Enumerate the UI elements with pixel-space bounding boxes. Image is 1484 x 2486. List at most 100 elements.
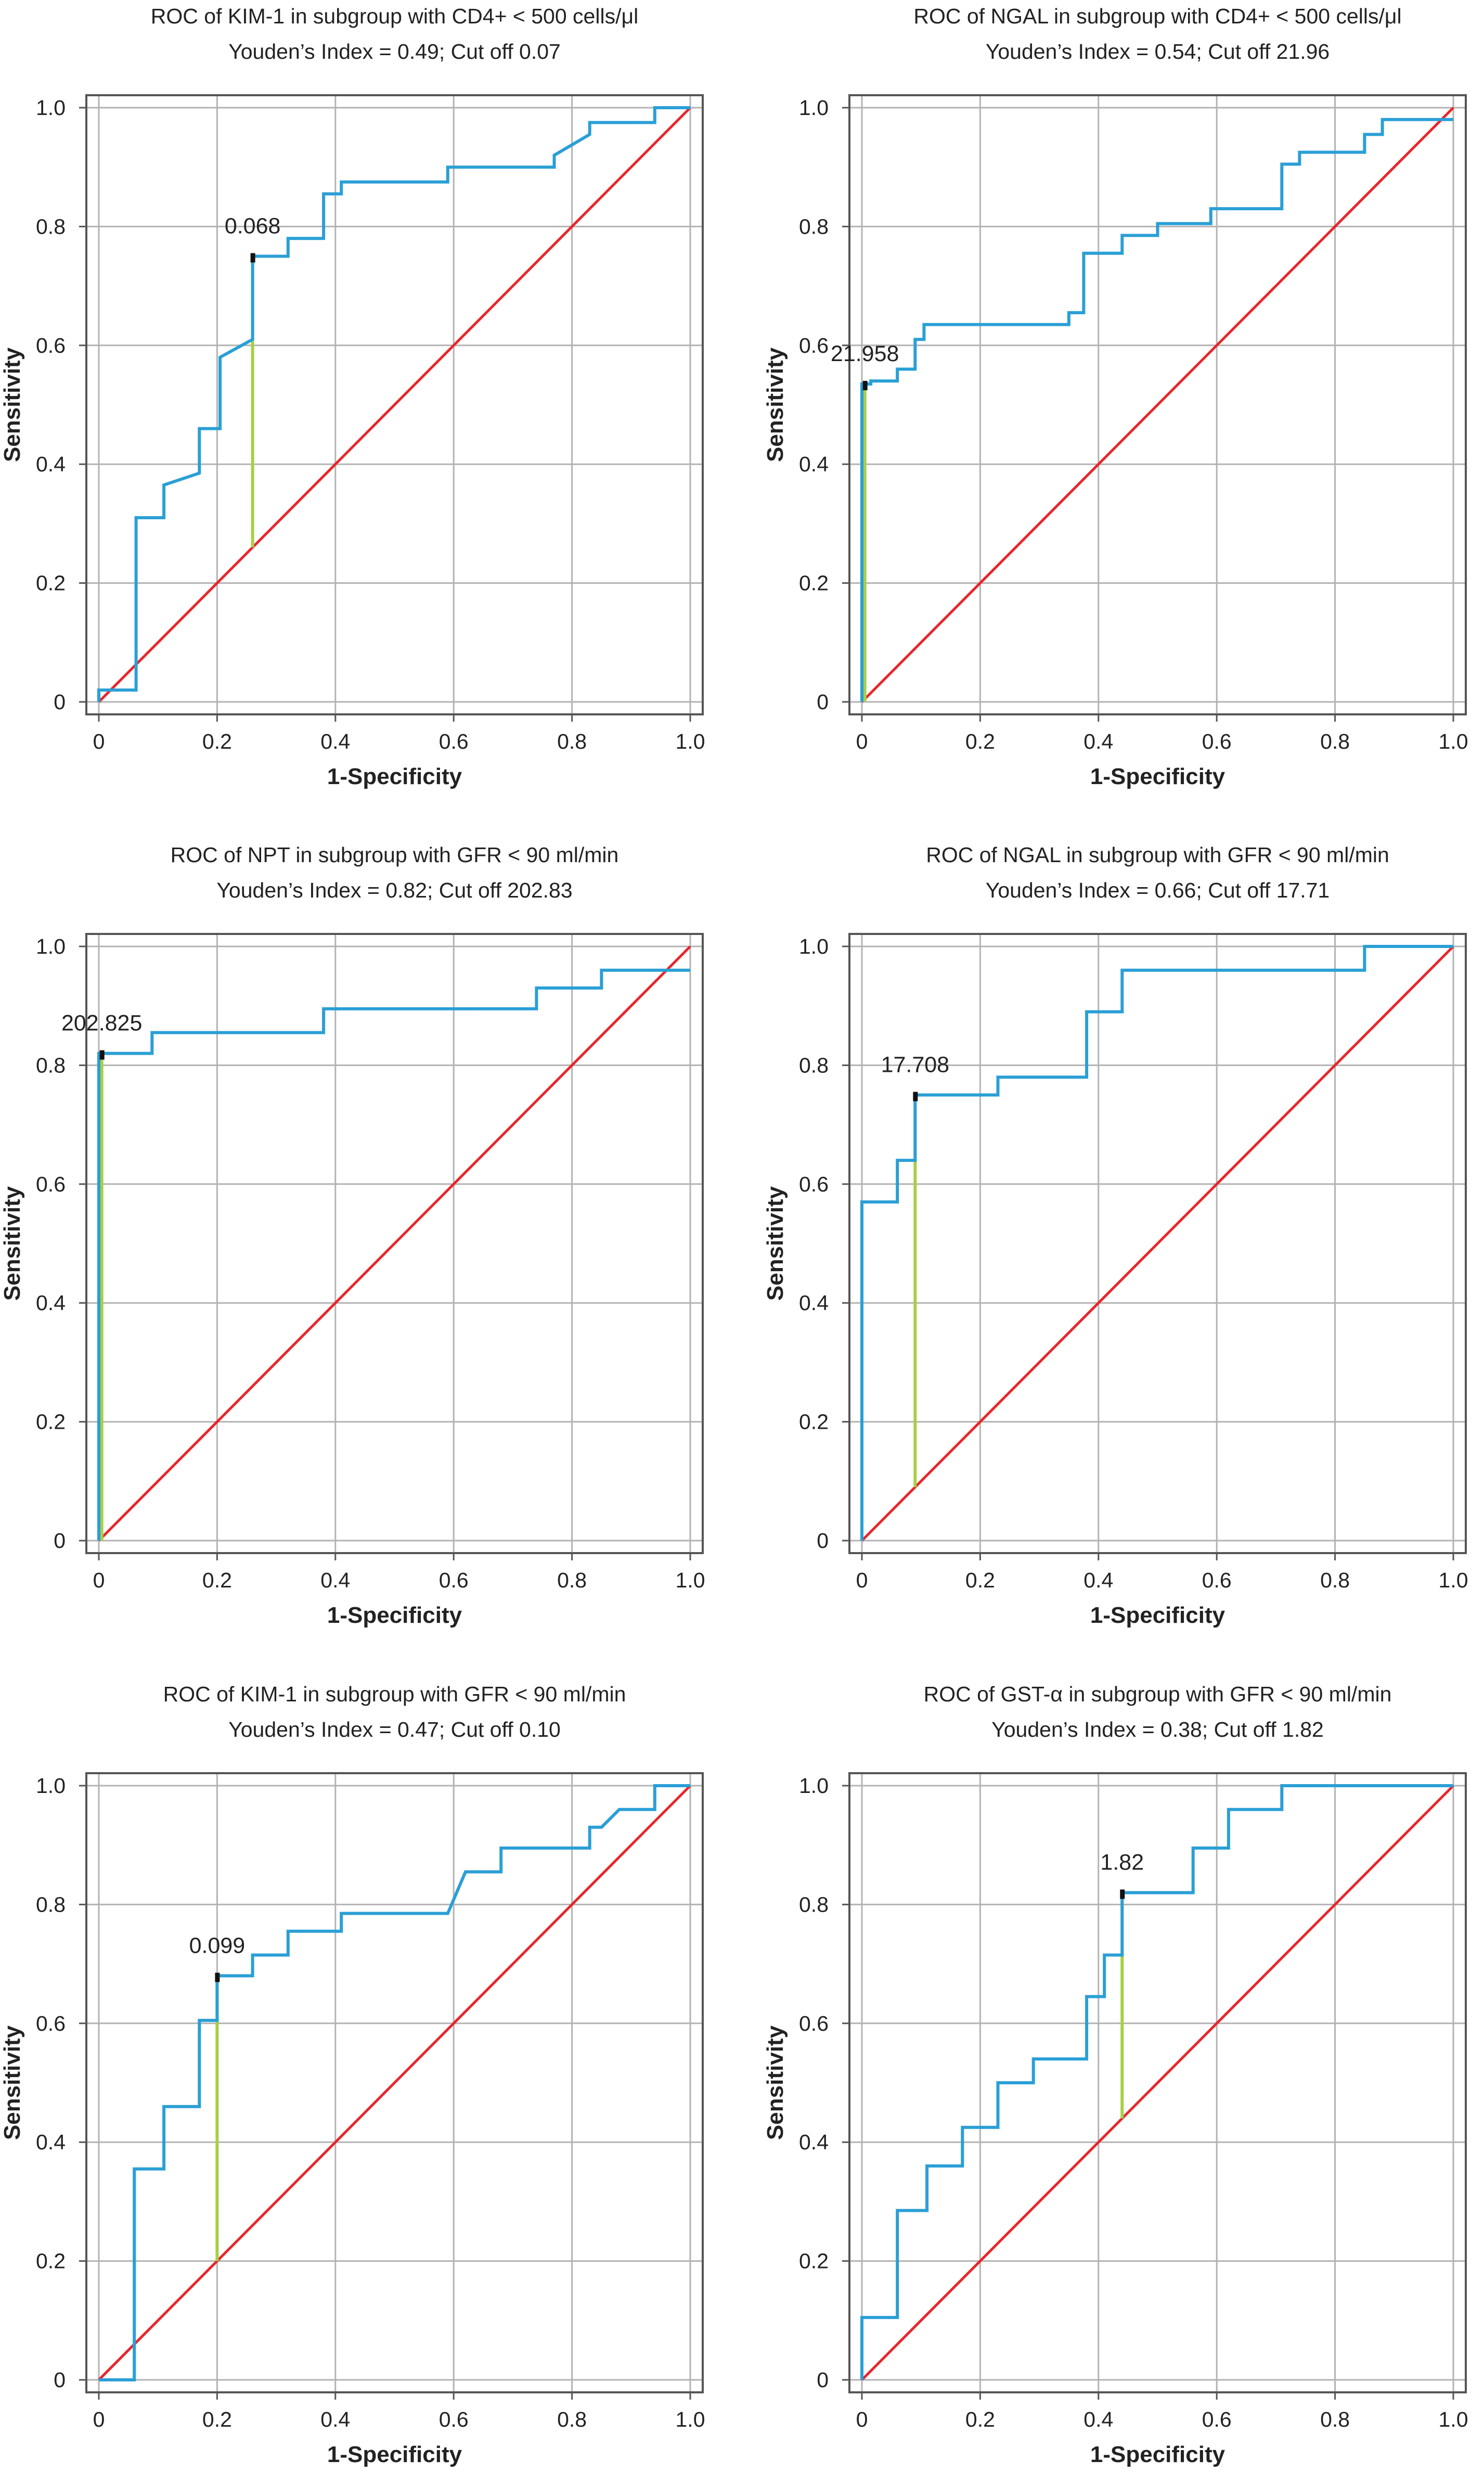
roc-panel-1: ROC of KIM-1 in subgroup with CD4+ < 500… [0,4,705,789]
y-tick-label: 0.8 [799,214,829,238]
x-tick-label: 0.2 [965,729,995,753]
cutoff-value-label: 21.958 [831,341,899,366]
y-tick-label: 0.6 [799,334,829,357]
x-tick-label: 0.4 [1083,2407,1113,2431]
x-tick-label: 0.8 [557,729,587,753]
y-tick-label: 0.4 [799,2130,829,2154]
y-tick-label: 0 [54,1529,66,1553]
grid [849,934,1466,1553]
y-tick-label: 0.8 [36,1892,66,1916]
x-axis-label: 1-Specificity [1090,1603,1225,1628]
y-tick-label: 0.2 [799,571,829,595]
x-tick-label: 0.6 [1202,1568,1232,1592]
y-axis-label: Sensitivity [763,2025,788,2140]
x-tick-label: 0.2 [965,2407,995,2431]
y-tick-label: 0.4 [799,1291,829,1315]
grid [849,1773,1466,2392]
y-tick-label: 0.6 [36,2011,66,2035]
x-tick-label: 1.0 [676,2407,705,2431]
x-tick-label: 0.2 [965,1568,995,1592]
chart-subtitle: Youden’s Index = 0.54; Cut off 21.96 [986,40,1330,63]
y-axis-label: Sensitivity [0,1186,25,1301]
y-tick-label: 1.0 [799,1774,829,1798]
roc-curve [860,945,1453,1541]
cutoff-marker [215,1972,220,1982]
cutoff-marker [862,381,868,391]
cutoff-marker [250,253,255,263]
roc-panel-6: ROC of GST-α in subgroup with GFR < 90 m… [763,1682,1468,2467]
plot-frame [848,1772,1467,2393]
cutoff-value-label: 1.82 [1100,1850,1144,1875]
y-tick-label: 0.6 [36,1172,66,1196]
roc-panel-4: ROC of NGAL in subgroup with GFR < 90 ml… [763,843,1468,1628]
cutoff-marker [1120,1889,1125,1899]
y-tick-label: 0.8 [36,1053,66,1077]
plot-frame [85,933,704,1554]
chart-title: ROC of GST-α in subgroup with GFR < 90 m… [924,1682,1392,1706]
x-tick-label: 0 [856,1568,868,1592]
cutoff-marker [913,1092,918,1101]
cutoff-value-label: 0.099 [189,1933,246,1958]
plot-frame [85,94,704,715]
x-tick-label: 0 [856,729,868,753]
x-tick-label: 0.4 [1083,1568,1113,1592]
y-tick-label: 0.4 [36,1291,66,1315]
x-tick-label: 1.0 [676,1568,705,1592]
y-tick-label: 1.0 [799,934,829,958]
x-tick-label: 0.6 [439,729,469,753]
y-tick-label: 0 [817,690,829,714]
chart-title: ROC of KIM-1 in subgroup with CD4+ < 500… [151,4,638,28]
y-tick-label: 0 [817,2368,829,2392]
plot-frame [848,94,1467,715]
reference-diagonal-line [861,1785,1454,2381]
grid [86,934,703,1553]
x-tick-label: 0.2 [202,2407,232,2431]
chart-title: ROC of KIM-1 in subgroup with GFR < 90 m… [163,1682,626,1706]
y-tick-label: 1.0 [36,1774,66,1798]
y-tick-label: 0.6 [799,2011,829,2035]
y-axis-label: Sensitivity [0,2025,25,2140]
x-tick-label: 0.8 [1320,1568,1350,1592]
grid [86,1773,703,2392]
x-tick-label: 0.6 [439,1568,469,1592]
plot-frame [848,933,1467,1554]
chart-subtitle: Youden’s Index = 0.47; Cut off 0.10 [228,1718,561,1741]
y-tick-label: 0.2 [799,2249,829,2273]
x-tick-label: 0.4 [320,2407,350,2431]
x-tick-label: 0.6 [1202,2407,1232,2431]
y-tick-label: 0 [54,2368,66,2392]
plot-frame [85,1772,704,2393]
y-tick-label: 1.0 [36,934,66,958]
y-tick-label: 0.6 [799,1172,829,1196]
reference-diagonal-line [861,945,1454,1542]
reference-diagonal-line [98,107,691,703]
reference-diagonal-line [98,1785,691,2381]
x-tick-label: 0.6 [439,2407,469,2431]
y-tick-label: 0.8 [799,1892,829,1916]
x-tick-label: 1.0 [1439,1568,1468,1592]
x-axis-label: 1-Specificity [327,1603,462,1628]
x-axis-label: 1-Specificity [1090,764,1225,789]
x-tick-label: 0.2 [202,729,232,753]
cutoff-value-label: 0.068 [225,214,281,239]
chart-subtitle: Youden’s Index = 0.49; Cut off 0.07 [228,40,561,63]
x-tick-label: 1.0 [1439,729,1468,753]
reference-diagonal-line [98,945,691,1542]
x-tick-label: 0.4 [320,1568,350,1592]
roc-curve [97,968,690,1541]
chart-title: ROC of NPT in subgroup with GFR < 90 ml/… [171,843,619,867]
y-tick-label: 0.2 [36,1410,66,1434]
y-tick-label: 0.6 [36,334,66,357]
y-tick-label: 0.8 [36,214,66,238]
x-tick-label: 0.6 [1202,729,1232,753]
roc-curve [860,118,1453,702]
y-tick-label: 0.2 [36,2249,66,2273]
reference-diagonal-line [861,107,1454,703]
x-axis-label: 1-Specificity [327,764,462,789]
roc-panel-3: ROC of NPT in subgroup with GFR < 90 ml/… [0,843,705,1628]
roc-curve [97,106,690,702]
roc-panel-2: ROC of NGAL in subgroup with CD4+ < 500 … [763,4,1468,789]
y-tick-label: 0 [54,690,66,714]
y-axis-label: Sensitivity [0,347,25,462]
x-tick-label: 1.0 [1439,2407,1468,2431]
